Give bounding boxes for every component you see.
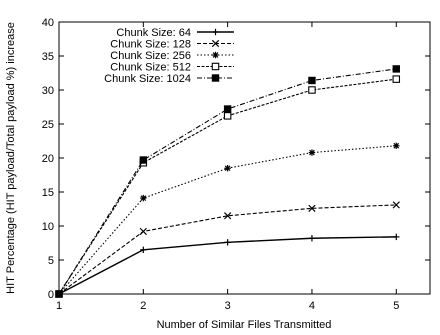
series-1 [55, 233, 400, 298]
series-5 [55, 65, 400, 298]
data-point [308, 204, 316, 212]
x-tick-label: 5 [393, 300, 399, 312]
series-3 [55, 142, 400, 298]
y-tick-label: 25 [42, 119, 54, 131]
marker-shape [139, 156, 148, 164]
series-group [55, 65, 401, 298]
data-point [140, 194, 147, 202]
marker-stroke [308, 204, 316, 212]
x-tick-label: 2 [140, 300, 146, 312]
y-tick-label: 20 [42, 153, 54, 165]
legend-swatch-marker [212, 51, 219, 59]
x-tick-label: 4 [309, 300, 315, 312]
data-point [224, 239, 231, 246]
y-axis-label: HIT Percentage (HIT payload/Total payloa… [5, 22, 17, 294]
y-tick-label: 30 [42, 85, 54, 97]
data-point [308, 86, 316, 94]
legend-swatch-marker [211, 39, 220, 48]
marker-stroke [139, 227, 147, 236]
marker-shape [211, 74, 220, 82]
marker-stroke [224, 212, 232, 220]
marker-shape [392, 75, 401, 83]
y-tick-label: 5 [48, 255, 54, 267]
data-point [308, 76, 316, 85]
y-tick-label: 35 [42, 51, 54, 63]
marker-shape [223, 112, 232, 120]
data-point [139, 156, 148, 164]
data-point [55, 290, 63, 298]
data-point [139, 227, 147, 236]
legend-item: Chunk Size: 256 [110, 50, 234, 62]
legend-label: Chunk Size: 256 [110, 50, 191, 62]
marker-shape [223, 105, 232, 113]
marker-stroke [212, 52, 219, 58]
marker-stroke [392, 201, 400, 209]
data-point [140, 246, 147, 253]
legend-item: Chunk Size: 1024 [104, 73, 234, 85]
legend-label: Chunk Size: 512 [110, 62, 191, 74]
marker-shape [392, 65, 400, 73]
marker-stroke [309, 149, 315, 156]
x-tick-label: 3 [225, 300, 231, 312]
legend-swatch-marker [211, 62, 220, 71]
legend-item: Chunk Size: 512 [110, 62, 234, 74]
marker-stroke [211, 39, 220, 48]
data-point [223, 105, 232, 113]
marker-stroke [140, 195, 147, 201]
legend-swatch-marker [211, 74, 220, 82]
y-tick-label: 10 [42, 221, 54, 233]
legend-label: Chunk Size: 64 [116, 27, 191, 39]
data-point [224, 165, 231, 172]
legend-swatch-marker [212, 28, 219, 36]
x-axis-label: Number of Similar Files Transmitted [157, 319, 332, 331]
data-point [223, 112, 232, 120]
ticks-group: 0 5 10 15 20 25 30 35 40 1 2 3 4 5 [42, 17, 430, 312]
legend-label: Chunk Size: 128 [110, 39, 191, 51]
y-tick-label: 0 [48, 289, 54, 301]
marker-shape [211, 62, 220, 71]
data-point [308, 149, 316, 156]
series-line [58, 68, 397, 295]
x-tick-label: 1 [56, 300, 62, 312]
data-point [224, 212, 232, 220]
legend-item: Chunk Size: 64 [116, 27, 234, 39]
y-tick-label: 40 [42, 17, 54, 29]
data-point [392, 201, 400, 209]
legend-item: Chunk Size: 128 [110, 39, 234, 51]
marker-shape [55, 290, 63, 298]
marker-shape [308, 76, 316, 85]
y-tick-label: 15 [42, 187, 54, 199]
series-line [58, 204, 397, 295]
marker-shape [308, 86, 316, 94]
data-point [393, 142, 400, 149]
data-point [392, 65, 400, 73]
marker-stroke [224, 165, 231, 172]
marker-stroke [393, 142, 400, 149]
series-2 [55, 201, 400, 298]
data-point [308, 235, 316, 242]
data-point [393, 233, 400, 241]
data-point [392, 75, 401, 83]
legend-label: Chunk Size: 1024 [104, 73, 191, 85]
